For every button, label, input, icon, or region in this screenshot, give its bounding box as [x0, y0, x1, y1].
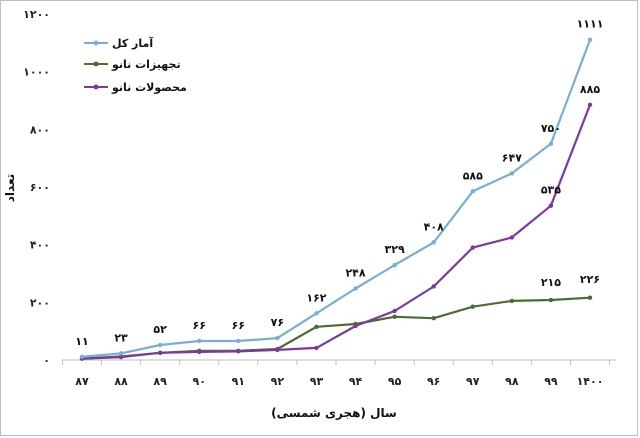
data-point-products [197, 349, 202, 355]
data-point-total [509, 171, 515, 176]
data-point-total [392, 262, 397, 268]
data-label-total: ۱۱ [75, 335, 88, 348]
data-point-products [392, 308, 397, 314]
y-tick-label: ۶۰۰ [30, 181, 50, 194]
data-labels: ۱۱ ۲۳ ۵۲ ۶۶ ۶۶ ۷۶ ۱۶۲ ۲۴۸ ۳۲۹ ۴۰۸ ۵۸۵ ۶۴۷ ۷۵۰ ۱۱۱۱ ۲۱۵… [75, 18, 603, 348]
legend-marker-total [93, 40, 99, 46]
data-point-total [587, 37, 593, 42]
data-point-products [236, 349, 241, 354]
data-point-products [509, 235, 515, 240]
legend-marker-products [93, 84, 99, 90]
data-point-total [431, 240, 436, 245]
x-tick-label: ۹۹ [544, 375, 558, 388]
data-label-total: ۵۸۵ [463, 169, 483, 182]
x-tick-label: ۹۵ [388, 375, 402, 388]
data-point-total [79, 354, 85, 360]
x-axis-title: سال (هجری شمسی) [271, 406, 397, 420]
data-point-total [548, 141, 554, 146]
data-label-total: ۲۳ [114, 331, 128, 344]
legend: آمار کل تجهیزات نانو محصولات نانو [84, 36, 187, 94]
x-tick-label: ۸۷ [75, 375, 89, 388]
x-tick-label: ۹۷ [466, 375, 480, 388]
series-line-total [81, 39, 592, 358]
data-label-products: ۵۳۵ [541, 184, 561, 197]
data-label-total: ۷۶ [271, 316, 284, 329]
data-point-products [353, 323, 358, 329]
data-point-total [353, 286, 358, 291]
data-label-total: ۲۴۸ [345, 266, 365, 279]
legend-label-equipment: تجهیزات نانو [111, 58, 181, 71]
data-point-total [275, 335, 280, 341]
x-tick-label: ۹۱ [232, 375, 245, 388]
data-point-total [470, 189, 475, 194]
x-tick-label: ۱۴۰۰ [577, 375, 604, 388]
x-tick-label: ۸۹ [153, 375, 167, 388]
data-label-total: ۱۶۲ [306, 291, 326, 304]
data-label-total: ۶۶ [193, 319, 206, 332]
data-point-products [431, 284, 436, 289]
x-tick-label: ۹۲ [271, 375, 285, 388]
data-point-equipment [587, 295, 593, 300]
x-tick-label: ۹۳ [310, 375, 324, 388]
y-tick-label: ۴۰۰ [30, 239, 50, 252]
x-tick-label: ۹۴ [349, 375, 363, 388]
data-point-equipment [509, 298, 515, 304]
data-point-equipment [392, 314, 397, 319]
data-label-total: ۱۱۱۱ [577, 18, 604, 31]
data-label-total: ۶۶ [232, 319, 245, 332]
data-label-total: ۶۴۷ [502, 151, 522, 164]
y-axis-title: تعداد [3, 174, 17, 202]
data-label-total: ۳۲۹ [385, 243, 405, 256]
series-line-products [81, 104, 592, 360]
legend-label-products: محصولات نانو [111, 81, 187, 94]
y-tick-label: ۲۰۰ [30, 296, 50, 309]
y-tick-label: ۱۰۰۰ [23, 66, 50, 79]
data-label-total: ۴۰۸ [424, 220, 444, 233]
data-point-equipment [470, 304, 475, 309]
x-axis-ticks: ۸۷ ۸۸ ۸۹ ۹۰ ۹۱ ۹۲ ۹۳ ۹۴ ۹۵ ۹۶ ۹۷ ۹۸ ۹۹ ۱۴۰۰ [75, 375, 603, 388]
x-axis [61, 359, 616, 365]
y-tick-label: ۸۰۰ [30, 123, 50, 136]
data-point-products [157, 350, 163, 355]
data-point-total [314, 311, 319, 316]
data-point-equipment [431, 315, 436, 321]
data-point-products [314, 345, 319, 351]
series-layer [79, 37, 593, 361]
data-point-total [118, 351, 124, 356]
data-point-products [587, 102, 593, 108]
data-label-total: ۵۲ [153, 323, 167, 336]
y-tick-label: ۰ [43, 354, 50, 367]
legend-marker-equipment [93, 61, 99, 67]
data-point-equipment [548, 297, 554, 303]
data-point-products [548, 203, 554, 208]
data-label-equipment: ۲۲۶ [580, 273, 600, 286]
legend-label-total: آمار کل [112, 36, 153, 50]
x-tick-label: ۹۰ [193, 375, 206, 388]
data-label-total: ۷۵۰ [541, 122, 561, 135]
data-point-products [118, 354, 124, 360]
x-tick-label: ۹۶ [427, 375, 440, 388]
data-point-products [470, 245, 475, 250]
data-label-products: ۸۸۵ [580, 83, 600, 96]
data-point-total [236, 338, 241, 344]
y-tick-label: ۱۲۰۰ [23, 8, 50, 21]
data-point-total [157, 342, 163, 348]
data-point-total [197, 338, 202, 344]
data-point-products [275, 347, 280, 353]
x-tick-label: ۸۸ [114, 375, 128, 388]
data-point-equipment [314, 324, 319, 330]
data-label-equipment: ۲۱۵ [541, 276, 561, 289]
y-axis-ticks: ۰ ۲۰۰ ۴۰۰ ۶۰۰ ۸۰۰ ۱۰۰۰ ۱۲۰۰ [23, 8, 50, 367]
x-tick-label: ۹۸ [505, 375, 519, 388]
